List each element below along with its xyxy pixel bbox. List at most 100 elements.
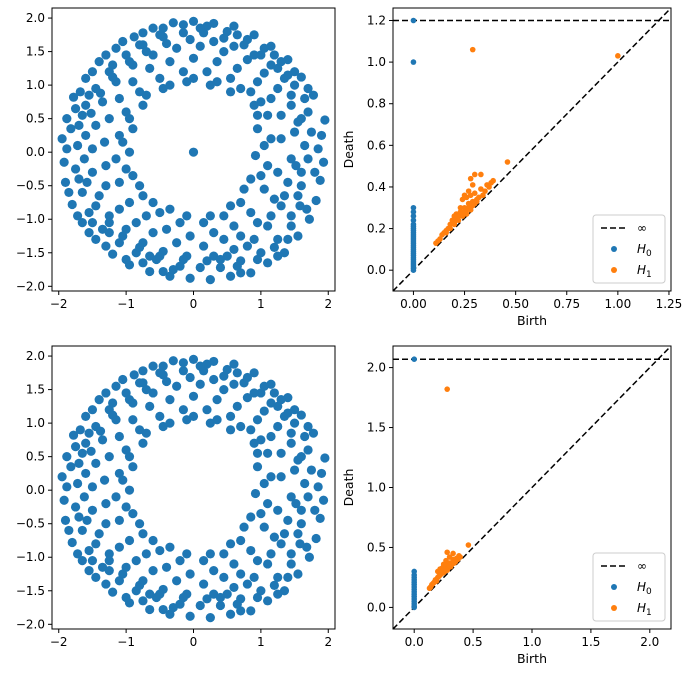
- h1-point: [444, 549, 450, 556]
- cloud-point: [104, 452, 114, 462]
- cloud-point: [111, 381, 121, 391]
- cloud-point: [77, 448, 87, 458]
- cloud-point: [86, 446, 96, 456]
- cloud-point: [303, 492, 313, 502]
- x-tick-label: 2.0: [640, 635, 659, 649]
- x-tick-label: 2: [324, 635, 332, 649]
- cloud-point: [95, 426, 106, 436]
- cloud-point: [145, 604, 155, 615]
- cloud-point: [178, 254, 188, 265]
- cloud-point: [145, 401, 155, 411]
- cloud-point: [77, 187, 87, 198]
- legend-subscript: 1: [646, 608, 652, 618]
- cloud-point: [300, 431, 310, 442]
- cloud-point: [202, 256, 212, 266]
- cloud-point: [128, 124, 138, 134]
- cloud-point: [66, 124, 76, 134]
- h1-point: [471, 190, 478, 196]
- cloud-point: [73, 211, 83, 221]
- cloud-point: [252, 415, 263, 425]
- cloud-point: [73, 549, 83, 559]
- cloud-point: [308, 428, 319, 438]
- cloud-point: [155, 73, 165, 84]
- cloud-point: [289, 127, 300, 137]
- cloud-point: [60, 177, 71, 187]
- cloud-point: [108, 72, 118, 82]
- cloud-point: [229, 221, 239, 231]
- cloud-point: [161, 38, 172, 49]
- cloud-point: [155, 207, 165, 218]
- cloud-point: [249, 50, 259, 60]
- y-tick-label: −1.0: [16, 550, 45, 564]
- cloud-point: [62, 114, 72, 124]
- cloud-point: [104, 556, 114, 566]
- cloud-point: [306, 465, 317, 475]
- cloud-point: [91, 234, 101, 244]
- cloud-point: [266, 431, 276, 442]
- cloud-point: [225, 539, 236, 549]
- legend-box: [592, 552, 666, 622]
- cloud-point: [296, 114, 306, 124]
- y-axis-label: Death: [341, 469, 356, 507]
- h1-point: [443, 229, 449, 236]
- h1-point: [486, 184, 492, 190]
- y-tick-label: 0.5: [26, 112, 45, 126]
- cloud-point: [273, 167, 283, 177]
- cloud-point: [75, 87, 85, 97]
- cloud-point: [87, 67, 98, 77]
- cloud-point: [202, 67, 212, 77]
- cloud-point: [236, 569, 246, 579]
- cloud-point: [165, 395, 175, 405]
- cloud-point: [135, 378, 145, 388]
- h1-point: [490, 177, 496, 184]
- cloud-point: [219, 211, 229, 221]
- cloud-point: [209, 36, 219, 47]
- cloud-point: [101, 498, 111, 509]
- cloud-point: [111, 492, 121, 502]
- cloud-point: [250, 150, 261, 161]
- cloud-point: [87, 482, 98, 492]
- cloud-point: [286, 428, 296, 438]
- cloud-point: [178, 366, 188, 376]
- cloud-point: [310, 167, 320, 177]
- cloud-point: [269, 242, 279, 253]
- cloud-point: [62, 452, 72, 462]
- cloud-point: [229, 359, 239, 369]
- cloud-point: [283, 408, 293, 418]
- h0-point: [410, 209, 417, 215]
- cloud-point: [81, 438, 91, 448]
- y-tick-label: −1.5: [16, 584, 45, 598]
- cloud-point: [138, 100, 148, 110]
- plot-area: [393, 346, 671, 629]
- cloud-point: [215, 600, 226, 611]
- cloud-point: [232, 30, 242, 40]
- cloud-point: [161, 562, 172, 572]
- cloud-point: [295, 539, 305, 549]
- cloud-point: [311, 195, 321, 206]
- cloud-point: [81, 130, 91, 141]
- cloud-point: [141, 549, 151, 559]
- h0-point: [411, 604, 418, 611]
- cloud-point: [178, 28, 188, 38]
- cloud-point: [172, 43, 182, 53]
- h1-point: [457, 209, 464, 215]
- cloud-point: [296, 410, 306, 420]
- cloud-point: [259, 381, 269, 391]
- cloud-point: [148, 228, 158, 238]
- cloud-point: [318, 157, 329, 167]
- cloud-point: [199, 579, 209, 589]
- cloud-point: [225, 609, 236, 619]
- h1-point: [451, 560, 458, 566]
- cloud-point: [293, 231, 303, 241]
- cloud-point: [155, 368, 165, 378]
- legend-subscript: 1: [646, 270, 652, 280]
- cloud-point: [114, 177, 124, 187]
- cloud-point: [114, 515, 124, 525]
- cloud-point: [316, 130, 327, 141]
- h1-point: [615, 53, 621, 59]
- h1-point: [474, 198, 480, 205]
- h1-point: [443, 566, 449, 572]
- cloud-point: [148, 535, 158, 546]
- cloud-point: [259, 68, 269, 78]
- cloud-point: [87, 218, 98, 228]
